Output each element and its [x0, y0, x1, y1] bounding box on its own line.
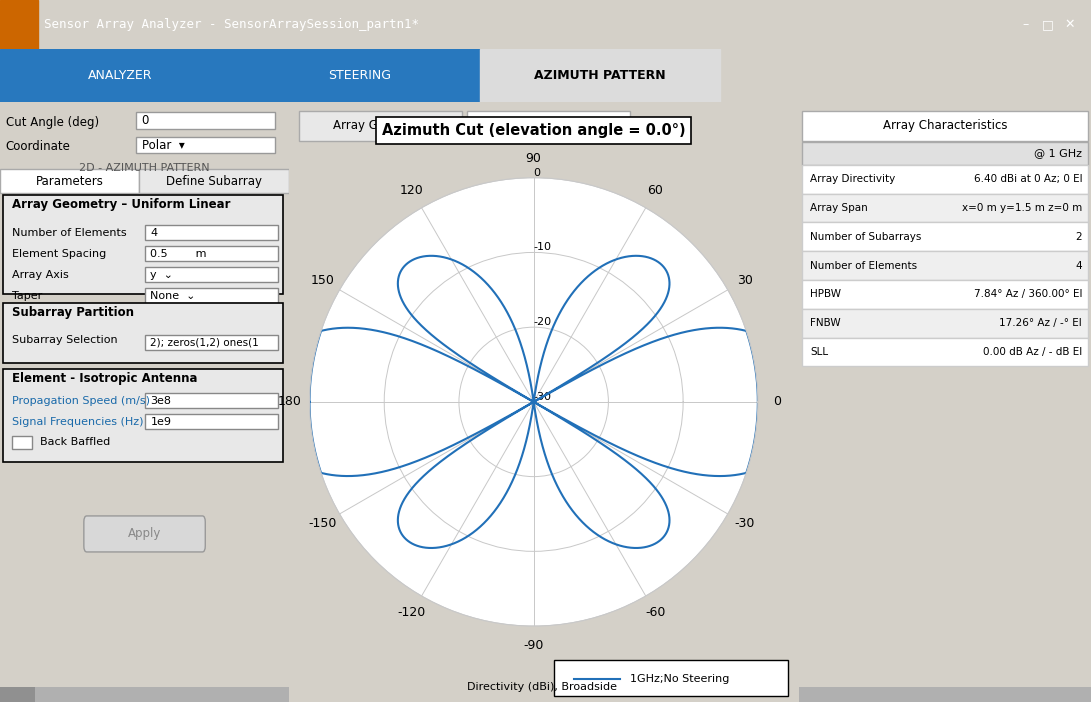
- FancyBboxPatch shape: [12, 435, 32, 449]
- Text: –: –: [1022, 18, 1029, 31]
- Text: Azimuth Pattern: Azimuth Pattern: [501, 119, 597, 132]
- Text: Number of Subarrays: Number of Subarrays: [811, 232, 922, 241]
- Bar: [0, 687, 35, 702]
- FancyBboxPatch shape: [144, 246, 277, 261]
- Text: Signal Frequencies (Hz): Signal Frequencies (Hz): [12, 417, 143, 427]
- Text: 0.5        m: 0.5 m: [151, 249, 207, 258]
- Bar: [0, 49, 240, 102]
- FancyBboxPatch shape: [3, 303, 284, 363]
- Text: 3e8: 3e8: [151, 396, 171, 406]
- Bar: [802, 223, 1088, 251]
- Text: 2D - AZIMUTH PATTERN: 2D - AZIMUTH PATTERN: [80, 163, 209, 173]
- Text: 2: 2: [1076, 232, 1082, 241]
- Bar: [799, 687, 1091, 702]
- FancyBboxPatch shape: [136, 137, 275, 154]
- Text: Array Axis: Array Axis: [12, 270, 69, 279]
- Bar: [786, 49, 1091, 102]
- Text: Element - Isotropic Antenna: Element - Isotropic Antenna: [12, 372, 197, 385]
- Text: Propagation Speed (m/s): Propagation Speed (m/s): [12, 396, 149, 406]
- Bar: [139, 169, 289, 193]
- Text: Cut Angle (deg): Cut Angle (deg): [5, 117, 99, 129]
- Text: AZIMUTH PATTERN: AZIMUTH PATTERN: [535, 69, 666, 82]
- Text: x=0 m y=1.5 m z=0 m: x=0 m y=1.5 m z=0 m: [962, 203, 1082, 213]
- Text: Array Geometry – Uniform Linear: Array Geometry – Uniform Linear: [12, 198, 230, 211]
- Text: Taper: Taper: [12, 291, 41, 300]
- Text: 4: 4: [1076, 260, 1082, 271]
- Text: Sensor Array Analyzer - SensorArraySession_partn1*: Sensor Array Analyzer - SensorArraySessi…: [44, 18, 419, 31]
- Bar: [0, 0, 38, 49]
- Text: Number of Elements: Number of Elements: [12, 227, 127, 238]
- Text: □: □: [1042, 18, 1053, 31]
- FancyBboxPatch shape: [144, 414, 277, 429]
- Bar: [467, 111, 631, 141]
- Bar: [802, 309, 1088, 338]
- FancyBboxPatch shape: [3, 195, 284, 294]
- FancyBboxPatch shape: [144, 288, 277, 303]
- Text: Element Spacing: Element Spacing: [12, 249, 106, 258]
- Bar: [0, 687, 289, 702]
- Text: HPBW: HPBW: [811, 289, 841, 300]
- Title: Azimuth Cut (elevation angle = 0.0°): Azimuth Cut (elevation angle = 0.0°): [382, 123, 685, 138]
- Text: 17.26° Az / -° El: 17.26° Az / -° El: [999, 318, 1082, 329]
- Text: y  ⌄: y ⌄: [151, 270, 173, 279]
- Text: FNBW: FNBW: [811, 318, 841, 329]
- FancyBboxPatch shape: [84, 516, 205, 552]
- Bar: [802, 194, 1088, 223]
- Text: Subarray Selection: Subarray Selection: [12, 335, 117, 345]
- Text: Array Geometry: Array Geometry: [334, 119, 428, 132]
- Bar: [0, 169, 139, 193]
- FancyBboxPatch shape: [554, 660, 789, 696]
- Text: Parameters: Parameters: [35, 175, 104, 187]
- Text: 7.84° Az / 360.00° El: 7.84° Az / 360.00° El: [974, 289, 1082, 300]
- Text: Coordinate: Coordinate: [5, 140, 71, 153]
- Text: Directivity (dBi), Broadside: Directivity (dBi), Broadside: [467, 682, 618, 692]
- Text: Number of Elements: Number of Elements: [811, 260, 918, 271]
- Text: Array Characteristics: Array Characteristics: [883, 119, 1007, 132]
- Bar: [802, 251, 1088, 280]
- Text: Array Span: Array Span: [811, 203, 868, 213]
- Text: Subarray Partition: Subarray Partition: [12, 306, 133, 319]
- Text: 4: 4: [151, 227, 157, 238]
- Text: Apply: Apply: [128, 527, 161, 541]
- FancyBboxPatch shape: [144, 225, 277, 240]
- Bar: [802, 280, 1088, 309]
- Bar: [802, 338, 1088, 366]
- Bar: [802, 165, 1088, 194]
- FancyBboxPatch shape: [144, 393, 277, 408]
- Bar: [299, 111, 463, 141]
- Text: None  ⌄: None ⌄: [151, 291, 196, 300]
- Text: 0: 0: [142, 114, 149, 127]
- Text: SLL: SLL: [811, 347, 828, 357]
- Bar: [240, 49, 480, 102]
- Text: ANALYZER: ANALYZER: [87, 69, 153, 82]
- Text: 0.00 dB Az / - dB El: 0.00 dB Az / - dB El: [983, 347, 1082, 357]
- Text: Back Baffled: Back Baffled: [40, 437, 110, 447]
- Text: 2); zeros(1,2) ones(1: 2); zeros(1,2) ones(1: [151, 338, 259, 347]
- Text: 6.40 dBi at 0 Az; 0 El: 6.40 dBi at 0 Az; 0 El: [973, 174, 1082, 184]
- FancyBboxPatch shape: [144, 267, 277, 282]
- FancyBboxPatch shape: [3, 369, 284, 462]
- Bar: [802, 111, 1088, 141]
- FancyBboxPatch shape: [144, 335, 277, 350]
- Text: STEERING: STEERING: [328, 69, 392, 82]
- Bar: [480, 49, 720, 102]
- Text: 1e9: 1e9: [151, 417, 171, 427]
- Text: @ 1 GHz: @ 1 GHz: [1034, 148, 1082, 159]
- Text: ✕: ✕: [1064, 18, 1075, 31]
- Text: Polar  ▾: Polar ▾: [142, 138, 184, 152]
- Text: 1GHz;No Steering: 1GHz;No Steering: [631, 674, 730, 684]
- Bar: [802, 142, 1088, 165]
- Text: Array Directivity: Array Directivity: [811, 174, 896, 184]
- Text: Define Subarray: Define Subarray: [166, 175, 262, 187]
- FancyBboxPatch shape: [136, 112, 275, 128]
